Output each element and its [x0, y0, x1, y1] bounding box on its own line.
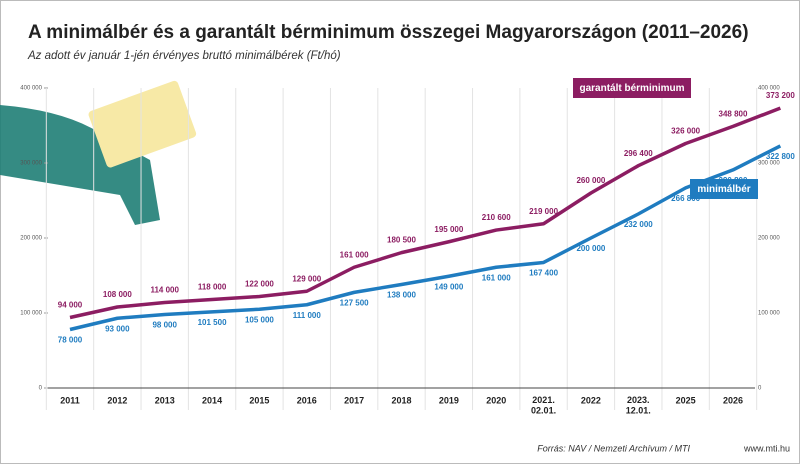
- data-label: 98 000: [152, 321, 177, 330]
- data-label: 322 800: [766, 152, 795, 161]
- data-label: 108 000: [103, 290, 132, 299]
- data-label: 210 600: [482, 213, 511, 222]
- series-line: [69, 106, 781, 320]
- data-label: 167 400: [529, 269, 558, 278]
- data-label: 105 000: [245, 315, 274, 324]
- source: Forrás: NAV / Nemzeti Archívum / MTI: [537, 443, 690, 453]
- x-tick-label: 2013: [155, 395, 175, 405]
- chart-title: A minimálbér és a garantált bérminimum ö…: [28, 22, 749, 43]
- data-label: 111 000: [293, 311, 322, 320]
- y-tick-label: 400 000: [20, 86, 42, 92]
- x-tick-label: 2026: [723, 395, 743, 405]
- data-label: 232 000: [624, 220, 653, 229]
- data-label: 122 000: [245, 280, 274, 289]
- x-tick-label: 2021. 02.01.: [531, 395, 556, 415]
- data-label: 219 000: [529, 207, 558, 216]
- data-label: 373 200: [766, 91, 795, 100]
- data-label: 78 000: [58, 336, 83, 345]
- x-tick-label: 2023. 12.01.: [626, 395, 651, 415]
- hand-illustration: [0, 105, 160, 225]
- data-label: 114 000: [150, 286, 179, 295]
- y-tick-label: 0: [39, 386, 43, 392]
- series-line: [69, 144, 782, 332]
- y2-tick-label: 400 000: [758, 86, 780, 92]
- legend-label: minimálbér: [697, 184, 750, 195]
- data-label: 200 000: [576, 244, 605, 253]
- x-tick-label: 2020: [486, 395, 506, 405]
- y2-tick-label: 0: [758, 386, 762, 392]
- x-tick-label: 2015: [249, 395, 269, 405]
- y2-tick-label: 100 000: [758, 311, 780, 317]
- data-label: 195 000: [434, 225, 463, 234]
- data-label: 266 800: [671, 194, 700, 203]
- y-tick-label: 100 000: [20, 311, 42, 317]
- x-tick-label: 2016: [297, 395, 317, 405]
- website: www.mti.hu: [743, 443, 790, 453]
- data-label: 348 800: [719, 110, 748, 119]
- x-tick-label: 2019: [439, 395, 459, 405]
- y-tick-label: 300 000: [20, 161, 42, 167]
- y-tick-label: 200 000: [20, 236, 42, 242]
- x-tick-label: 2022: [581, 395, 601, 405]
- data-label: 118 000: [198, 283, 227, 292]
- data-label: 161 000: [482, 273, 511, 282]
- data-label: 127 500: [340, 298, 369, 307]
- x-tick-label: 2025: [676, 395, 696, 405]
- legend-box: [690, 179, 758, 199]
- data-label: 138 000: [387, 291, 416, 300]
- y2-tick-label: 300 000: [758, 161, 780, 167]
- legend-box: [573, 78, 691, 98]
- data-label: 161 000: [340, 250, 369, 259]
- x-tick-label: 2017: [344, 395, 364, 405]
- x-tick-label: 2011: [60, 395, 80, 405]
- x-tick-label: 2012: [107, 395, 127, 405]
- data-label: 94 000: [58, 301, 83, 310]
- data-label: 180 500: [387, 236, 416, 245]
- money-illustration: [88, 80, 197, 168]
- data-label: 129 000: [292, 274, 321, 283]
- data-label: 93 000: [105, 324, 130, 333]
- chart-subtitle: Az adott év január 1-jén érvényes bruttó…: [27, 50, 341, 62]
- x-tick-label: 2018: [391, 395, 411, 405]
- x-tick-label: 2014: [202, 395, 222, 405]
- legend-label: garantált bérminimum: [579, 83, 684, 94]
- data-label: 296 400: [624, 149, 653, 158]
- data-label: 326 000: [671, 127, 700, 136]
- y2-tick-label: 200 000: [758, 236, 780, 242]
- data-label: 101 500: [198, 318, 227, 327]
- data-label: 149 000: [434, 282, 463, 291]
- data-label: 260 000: [576, 176, 605, 185]
